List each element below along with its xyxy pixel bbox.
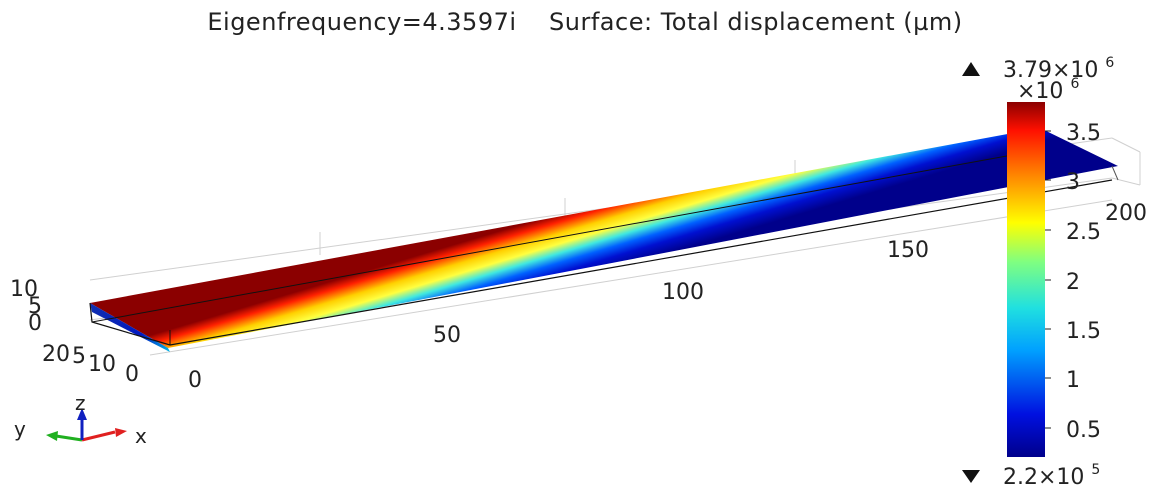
x-axis-ticks: 0 50 100 150 200 [188, 201, 1147, 393]
colorbar-tick-0.5: 0.5 [1066, 418, 1101, 443]
x-tick-100: 100 [662, 280, 704, 305]
svg-text:3.79×10 6: 3.79×10 6 [1003, 55, 1114, 83]
x-tick-200: 200 [1105, 201, 1147, 226]
beam-end-face [90, 303, 170, 352]
svg-text:2.2×10 5: 2.2×10 5 [1003, 462, 1100, 486]
max-value-exponent: 6 [1105, 55, 1114, 71]
z-arrow-icon [77, 408, 87, 420]
min-value-label: 2.2×10 [1003, 465, 1084, 486]
y-arrow-icon [46, 431, 58, 441]
colorbar-tick-3.5: 3.5 [1066, 121, 1101, 146]
max-value-label: 3.79×10 [1003, 58, 1098, 83]
x-arrow-icon [115, 428, 127, 437]
x-tick-50: 50 [433, 323, 461, 348]
y-tick-0: 0 [125, 362, 139, 387]
y-tick-overlap: 5 [72, 344, 86, 369]
min-value-exponent: 5 [1091, 462, 1100, 478]
x-tick-0: 0 [188, 368, 202, 393]
z-tick-0: 0 [28, 311, 42, 336]
beam-edges [89, 179, 1113, 346]
scale-label: ×10 [1017, 79, 1063, 104]
colorbar-tick-1.5: 1.5 [1066, 319, 1101, 344]
x-tick-150: 150 [887, 238, 929, 263]
beam-3d-model [89, 128, 1119, 352]
scale-exponent: 6 [1070, 76, 1079, 92]
z-axis-ticks: 10 5 0 [10, 277, 42, 336]
plot-title: Eigenfrequency=4.3597i Surface: Total di… [0, 8, 1170, 36]
eigenfrequency-label: Eigenfrequency=4.3597i [207, 8, 517, 36]
colorbar-tick-2: 2 [1066, 270, 1080, 295]
colorbar-tick-2.5: 2.5 [1066, 220, 1101, 245]
z-tick-10: 10 [10, 277, 38, 302]
color-legend: 3.79×10 6 ×10 6 3.5 3 2.5 2 1.5 1 0.5 [962, 55, 1114, 486]
triad-x-label: x [135, 424, 147, 448]
surface-label: Surface: Total displacement (µm) [549, 8, 963, 36]
y-tick-10: 10 [88, 352, 116, 377]
colorbar-ticks [1045, 130, 1051, 429]
colorbar-gradient [1007, 102, 1045, 457]
triad-z-label: z [75, 391, 86, 415]
beam-top-surface [90, 128, 1118, 348]
triad-y-label: y [14, 417, 26, 441]
colorbar-tick-1: 1 [1066, 368, 1080, 393]
svg-text:×10 6: ×10 6 [1017, 76, 1079, 104]
colorbar-tick-3: 3 [1066, 170, 1080, 195]
max-marker-icon [962, 62, 980, 76]
axis-triad: x y z [14, 391, 147, 448]
y-tick-20: 20 [42, 342, 70, 367]
y-axis-ticks: 20 5 10 0 [42, 342, 139, 387]
min-marker-icon [962, 470, 980, 483]
z-tick-5: 5 [28, 294, 42, 319]
